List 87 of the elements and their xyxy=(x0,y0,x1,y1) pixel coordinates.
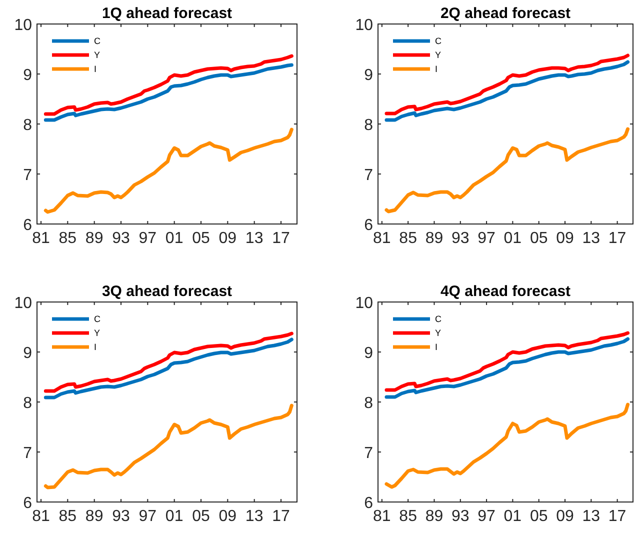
legend-label: Y xyxy=(435,50,442,60)
legend-label: Y xyxy=(94,50,100,60)
y-tick-label: 9 xyxy=(23,67,32,84)
legend-label: C xyxy=(435,36,442,46)
x-tick-label: 81 xyxy=(373,508,391,525)
x-tick-label: 97 xyxy=(478,508,496,525)
x-tick-label: 09 xyxy=(556,230,574,247)
y-tick-label: 7 xyxy=(23,445,32,462)
y-tick-label: 6 xyxy=(23,217,32,234)
legend-label: Y xyxy=(435,328,442,338)
x-tick-label: 17 xyxy=(608,230,626,247)
x-tick-label: 85 xyxy=(58,508,77,525)
line-series xyxy=(384,127,630,214)
x-tick-label: 93 xyxy=(112,230,130,247)
y-tick-label: 10 xyxy=(355,295,374,312)
chart-title: 2Q ahead forecast xyxy=(440,5,571,22)
x-tick-label: 89 xyxy=(85,508,104,525)
x-tick-label: 89 xyxy=(85,230,104,247)
x-tick-label: 17 xyxy=(608,508,626,525)
line-series xyxy=(384,337,630,399)
y-tick-label: 10 xyxy=(14,295,32,312)
y-tick-label: 6 xyxy=(23,495,32,512)
x-tick-label: 01 xyxy=(165,230,184,247)
x-tick-label: 01 xyxy=(165,508,184,525)
x-tick-label: 93 xyxy=(112,508,130,525)
x-tick-label: 13 xyxy=(582,508,600,525)
x-tick-label: 09 xyxy=(218,230,237,247)
y-tick-label: 7 xyxy=(364,167,374,184)
y-tick-label: 10 xyxy=(355,17,374,34)
x-tick-label: 81 xyxy=(32,230,50,247)
x-tick-label: 85 xyxy=(399,508,418,525)
y-tick-label: 8 xyxy=(23,395,32,412)
x-tick-label: 97 xyxy=(138,508,157,525)
x-tick-label: 97 xyxy=(138,230,157,247)
x-tick-label: 13 xyxy=(245,230,264,247)
x-tick-label: 97 xyxy=(478,230,496,247)
x-tick-label: 05 xyxy=(192,230,210,247)
y-tick-label: 9 xyxy=(364,67,374,84)
y-tick-label: 9 xyxy=(364,345,374,362)
line-series xyxy=(44,338,294,400)
legend-label: C xyxy=(94,36,101,46)
y-tick-label: 9 xyxy=(23,345,32,362)
line-series xyxy=(384,54,630,116)
legend-label: I xyxy=(94,342,97,352)
y-tick-label: 10 xyxy=(14,17,32,34)
y-tick-label: 7 xyxy=(23,167,32,184)
x-tick-label: 05 xyxy=(192,508,210,525)
line-series xyxy=(44,332,294,393)
x-tick-label: 05 xyxy=(530,230,548,247)
legend-label: I xyxy=(94,64,97,74)
line-series xyxy=(384,60,630,122)
line-series xyxy=(44,128,294,214)
x-tick-label: 81 xyxy=(32,508,50,525)
x-tick-label: 17 xyxy=(272,508,290,525)
x-tick-label: 81 xyxy=(373,230,391,247)
chart-title: 4Q ahead forecast xyxy=(440,283,571,300)
chart-title: 1Q ahead forecast xyxy=(102,5,232,22)
legend-label: C xyxy=(94,314,101,324)
x-tick-label: 17 xyxy=(272,230,290,247)
x-tick-label: 93 xyxy=(451,230,470,247)
legend-label: Y xyxy=(94,328,100,338)
chart-title: 3Q ahead forecast xyxy=(102,283,232,300)
x-tick-label: 09 xyxy=(218,508,237,525)
legend-label: I xyxy=(435,64,438,74)
x-tick-label: 09 xyxy=(556,508,574,525)
x-tick-label: 89 xyxy=(425,230,444,247)
legend-label: I xyxy=(435,342,438,352)
y-tick-label: 7 xyxy=(364,445,374,462)
y-tick-label: 6 xyxy=(364,495,374,512)
x-tick-label: 13 xyxy=(582,230,600,247)
y-tick-label: 6 xyxy=(364,217,374,234)
x-tick-label: 01 xyxy=(504,508,522,525)
x-tick-label: 01 xyxy=(504,230,522,247)
x-tick-label: 93 xyxy=(451,508,470,525)
legend-label: C xyxy=(435,314,442,324)
x-tick-label: 13 xyxy=(245,508,264,525)
x-tick-label: 89 xyxy=(425,508,444,525)
line-series xyxy=(44,63,294,122)
x-tick-label: 85 xyxy=(58,230,77,247)
line-series xyxy=(44,404,294,490)
line-series xyxy=(384,331,630,392)
y-tick-label: 8 xyxy=(364,117,374,134)
x-tick-label: 05 xyxy=(530,508,548,525)
y-tick-label: 8 xyxy=(364,395,374,412)
line-series xyxy=(384,402,630,489)
y-tick-label: 8 xyxy=(23,117,32,134)
x-tick-label: 85 xyxy=(399,230,418,247)
